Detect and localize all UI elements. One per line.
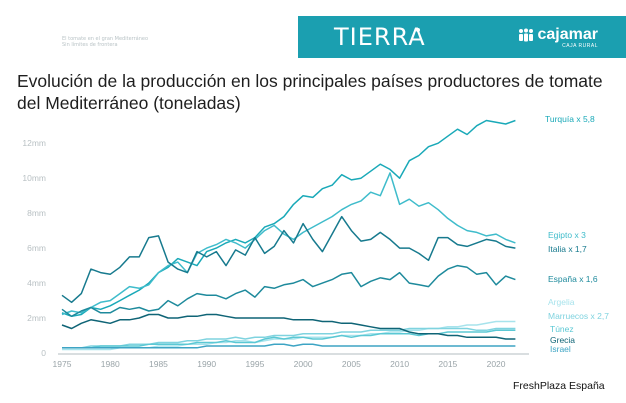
header-tagline-line-2: Sin límites de frontera bbox=[62, 42, 118, 48]
x-tick-label: 1985 bbox=[149, 359, 168, 369]
header-tagline: El tomate en el gran Mediterráneo Sin lí… bbox=[62, 36, 148, 48]
x-tick-label: 1995 bbox=[245, 359, 264, 369]
series-label-españa: España x 1,6 bbox=[548, 274, 598, 284]
x-tick-label: 1990 bbox=[197, 359, 216, 369]
chart-title-line-2: del Mediterráneo (toneladas) bbox=[17, 93, 241, 113]
chart-title-line-1: Evolución de la producción en los princi… bbox=[17, 71, 603, 91]
series-label-marruecos: Marruecos x 2,7 bbox=[548, 311, 609, 321]
y-tick-label: 2mm bbox=[27, 313, 46, 323]
series-line-españa bbox=[61, 264, 516, 318]
series-line-grecia bbox=[61, 313, 516, 340]
cajamar-subtitle: CAJA RURAL bbox=[562, 43, 598, 49]
y-tick-label: 8mm bbox=[27, 208, 46, 218]
source-credit: FreshPlaza España bbox=[513, 380, 605, 392]
header-tagline-line-1: El tomate en el gran Mediterráneo bbox=[62, 36, 149, 42]
x-tick-label: 1975 bbox=[53, 359, 72, 369]
y-tick-label: 12mm bbox=[22, 138, 46, 148]
cajamar-name: cajamar bbox=[537, 26, 599, 43]
y-tick-label: 4mm bbox=[27, 278, 46, 288]
tierra-logo: TIERRA bbox=[334, 23, 426, 51]
tierra-logo-dot bbox=[416, 28, 420, 32]
series-line-marruecos bbox=[62, 327, 516, 349]
y-tick-label: 0 bbox=[41, 348, 46, 358]
chart-title: Evolución de la producción en los princi… bbox=[17, 70, 617, 114]
series-line-italia bbox=[61, 215, 516, 304]
series-label-túnez: Túnez bbox=[550, 324, 574, 334]
series-line-turquía bbox=[61, 119, 516, 318]
series-line-egipto bbox=[61, 172, 516, 316]
y-tick-label: 10mm bbox=[22, 173, 46, 183]
x-tick-label: 2015 bbox=[438, 359, 457, 369]
cajamar-people-icon bbox=[518, 28, 533, 42]
series-label-israel: Israel bbox=[550, 344, 571, 354]
series-label-grecia: Grecia bbox=[550, 335, 575, 345]
x-tick-label: 2000 bbox=[294, 359, 313, 369]
x-tick-label: 2010 bbox=[390, 359, 409, 369]
y-tick-label: 6mm bbox=[27, 243, 46, 253]
series-line-israel bbox=[62, 343, 516, 349]
brand-banner: TIERRA cajamar CAJA RURAL bbox=[298, 16, 626, 58]
x-tick-label: 2005 bbox=[342, 359, 361, 369]
series-label-italia: Italia x 1,7 bbox=[548, 244, 587, 254]
series-label-turquía: Turquía x 5,8 bbox=[545, 114, 595, 124]
x-tick-label: 2020 bbox=[487, 359, 506, 369]
x-tick-label: 1980 bbox=[101, 359, 120, 369]
cajamar-logo: cajamar CAJA RURAL bbox=[518, 26, 599, 49]
series-label-argelia: Argelia bbox=[548, 297, 575, 307]
series-label-egipto: Egipto x 3 bbox=[548, 230, 586, 240]
